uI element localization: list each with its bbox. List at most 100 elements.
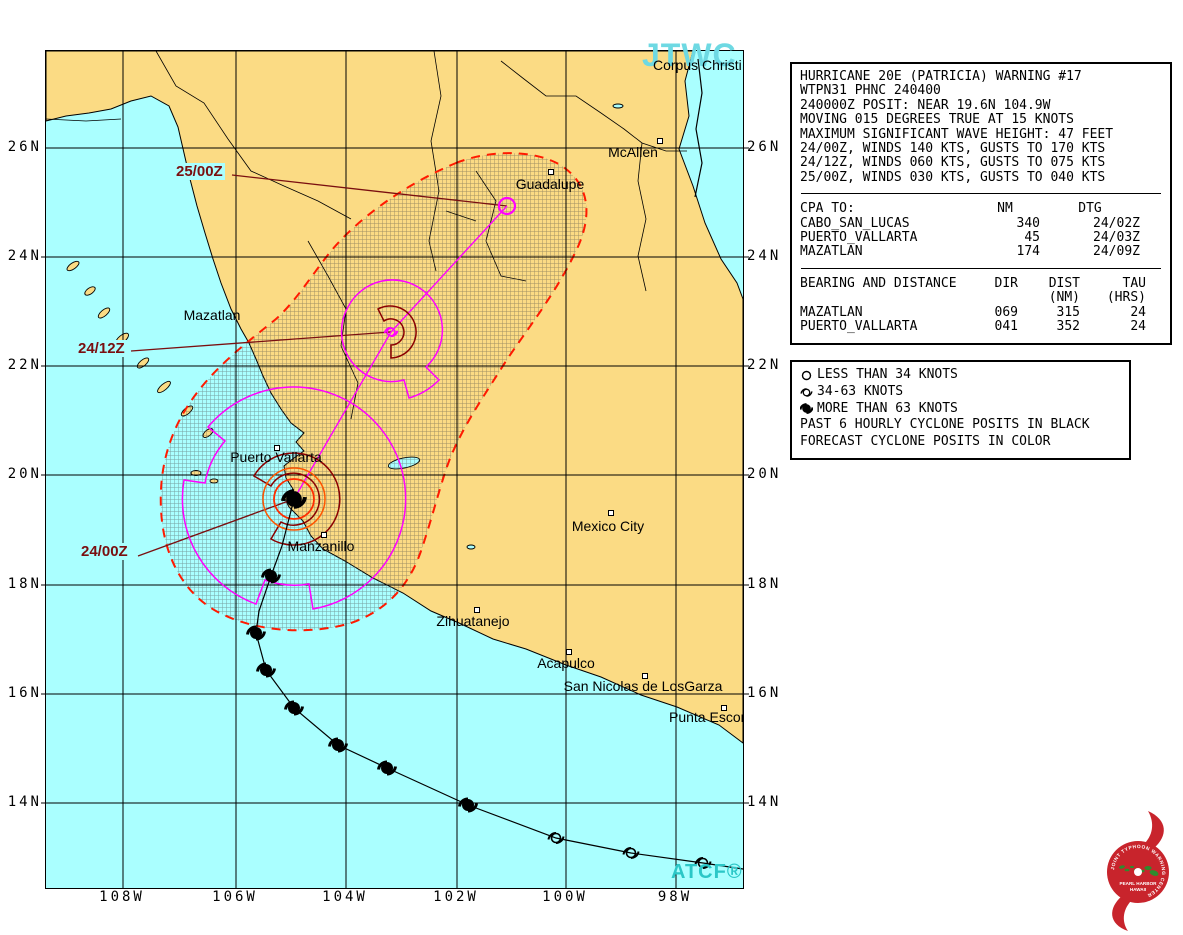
legend-note: FORECAST CYCLONE POSITS IN COLOR xyxy=(800,434,1051,450)
barrier-island xyxy=(694,58,703,198)
warning-line: 24/00Z, WINDS 140 KTS, GUSTS TO 170 KTS xyxy=(800,141,1106,157)
warning-line: 25/00Z, WINDS 030 KTS, GUSTS TO 040 KTS xyxy=(800,169,1106,185)
city-label-mexico-city: Mexico City xyxy=(571,518,645,534)
cpa-col-dtg: DTG xyxy=(1078,201,1102,217)
lat-label-left: 26N xyxy=(7,139,42,155)
cpa-row-nm: 45 xyxy=(1024,230,1040,246)
cpa-row-name: PUERTO_VALLARTA xyxy=(800,230,918,246)
lat-label-left: 20N xyxy=(7,466,42,482)
open-circle-icon xyxy=(801,370,812,381)
map-canvas xyxy=(41,50,749,888)
lon-label: 108W xyxy=(99,889,145,905)
bearing-col-spacer xyxy=(800,291,970,305)
bearing-row-dist: 315 xyxy=(1056,304,1080,320)
tropical-storm-icon xyxy=(800,387,813,397)
lat-label-left: 24N xyxy=(7,248,42,264)
bearing-row-name: MAZATLAN xyxy=(800,304,863,320)
seal-location-2: HAWAII xyxy=(1130,887,1146,892)
forecast-symbol-tau24 xyxy=(497,196,517,216)
cpa-table: CPA TO: NM DTG CABO_SAN_LUCAS 340 24/02Z… xyxy=(800,201,1162,260)
city-label-mazatlan: Mazatlan xyxy=(183,307,241,323)
legend-item: 34-63 KNOTS xyxy=(800,384,1121,401)
cpa-row-name: MAZATLAN xyxy=(800,244,863,260)
bearing-title: BEARING AND DISTANCE xyxy=(800,275,957,291)
past-track xyxy=(255,498,744,870)
warning-line: MAXIMUM SIGNIFICANT WAVE HEIGHT: 47 FEET xyxy=(800,126,1114,142)
bearing-table: BEARING AND DISTANCE DIR DIST TAU (NM) (… xyxy=(800,275,1162,335)
cpa-row-nm: 174 xyxy=(1016,244,1040,260)
legend-item: LESS THAN 34 KNOTS xyxy=(800,367,1121,384)
lon-label: 106W xyxy=(212,889,258,905)
lat-label-left: 16N xyxy=(7,685,42,701)
hurricane-track-map: JTWC Corpus Christi McAllen Guadalupe Ma… xyxy=(41,37,749,889)
seal-eye xyxy=(1134,868,1142,876)
grid-lines xyxy=(41,51,749,888)
lat-label-right: 20N xyxy=(747,466,782,482)
danger-area xyxy=(159,152,588,632)
warning-line: 24/12Z, WINDS 060 KTS, GUSTS TO 075 KTS xyxy=(800,155,1106,171)
lat-label-right: 18N xyxy=(747,576,782,592)
lat-label-left: 14N xyxy=(7,794,42,810)
warning-info-panel: HURRICANE 20E (PATRICIA) WARNING #17 WTP… xyxy=(790,62,1172,345)
bearing-col-tau-unit: (HRS) xyxy=(1106,290,1146,306)
warning-line: 240000Z POSIT: NEAR 19.6N 104.9W xyxy=(800,97,1051,113)
lat-label-left: 22N xyxy=(7,357,42,373)
forecast-label-25-00z: 25/00Z xyxy=(174,163,225,180)
leader-lines xyxy=(130,174,508,557)
seal-bottom-flag xyxy=(1112,896,1133,931)
city-marker xyxy=(474,607,480,613)
cpa-row-dtg: 24/09Z xyxy=(1093,244,1140,260)
city-marker xyxy=(657,138,663,144)
hurricane-icon xyxy=(800,403,813,415)
lon-label: 100W xyxy=(542,889,588,905)
city-label-mcallen: McAllen xyxy=(608,144,658,160)
lon-label: 104W xyxy=(322,889,368,905)
jtwc-watermark: JTWC xyxy=(642,37,737,73)
bearing-row-name: PUERTO_VALLARTA xyxy=(800,319,918,335)
bearing-col-dir: DIR xyxy=(994,275,1018,291)
lat-label-right: 16N xyxy=(747,685,782,701)
bearing-row-dir: 041 xyxy=(994,319,1018,335)
bearing-col-spacer xyxy=(970,291,1018,305)
forecast-label-24-12z: 24/12Z xyxy=(76,340,127,357)
cpa-title: CPA TO: xyxy=(800,201,855,217)
city-label-san-nicolas: San Nicolas de LosGarza xyxy=(563,678,723,694)
city-label-punta-escondido: Punta Escondido xyxy=(669,709,743,725)
lat-label-right: 26N xyxy=(747,139,782,155)
legend-item: MORE THAN 63 KNOTS xyxy=(800,401,1121,418)
bearing-col-tau: TAU xyxy=(1122,275,1146,291)
city-label-corpus-christi: Corpus Christi xyxy=(653,57,742,73)
legend-item-label: 34-63 KNOTS xyxy=(817,383,904,399)
seal-location-1: PEARL HARBOR xyxy=(1120,881,1158,886)
legend-item-label: LESS THAN 34 KNOTS xyxy=(817,367,958,382)
warning-line: MOVING 015 DEGREES TRUE AT 15 KNOTS xyxy=(800,112,1074,128)
forecast-label-24-00z: 24/00Z xyxy=(79,543,130,560)
bearing-col-dist: DIST xyxy=(1048,275,1080,291)
bearing-row-tau: 24 xyxy=(1130,319,1146,335)
city-label-puerto-vallarta: Puerto Vallarta xyxy=(230,449,322,465)
divider xyxy=(801,267,1161,269)
bearing-row-dist: 352 xyxy=(1056,319,1080,335)
city-marker xyxy=(608,510,614,516)
forecast-track xyxy=(293,205,508,500)
lat-label-right: 22N xyxy=(747,357,782,373)
cpa-col-nm: NM xyxy=(997,201,1013,217)
city-marker xyxy=(274,445,280,451)
city-label-guadalupe: Guadalupe xyxy=(515,176,585,192)
cpa-row-nm: 340 xyxy=(1016,215,1040,231)
divider xyxy=(801,193,1161,195)
city-label-acapulco: Acapulco xyxy=(537,655,595,671)
city-marker xyxy=(548,169,554,175)
cpa-row-dtg: 24/03Z xyxy=(1093,230,1140,246)
lat-label-right: 24N xyxy=(747,248,782,264)
warning-line: WTPN31 PHNC 240400 xyxy=(800,83,941,99)
bearing-row-tau: 24 xyxy=(1130,304,1146,320)
legend-note: PAST 6 HOURLY CYCLONE POSITS IN BLACK xyxy=(800,417,1090,433)
city-marker xyxy=(721,705,727,711)
lon-label: 102W xyxy=(433,889,479,905)
warning-line: HURRICANE 20E (PATRICIA) WARNING #17 xyxy=(800,69,1082,84)
seal-top-flag xyxy=(1143,811,1164,848)
wind-radii-tau12 xyxy=(340,279,444,399)
cpa-row-dtg: 24/02Z xyxy=(1093,215,1140,231)
